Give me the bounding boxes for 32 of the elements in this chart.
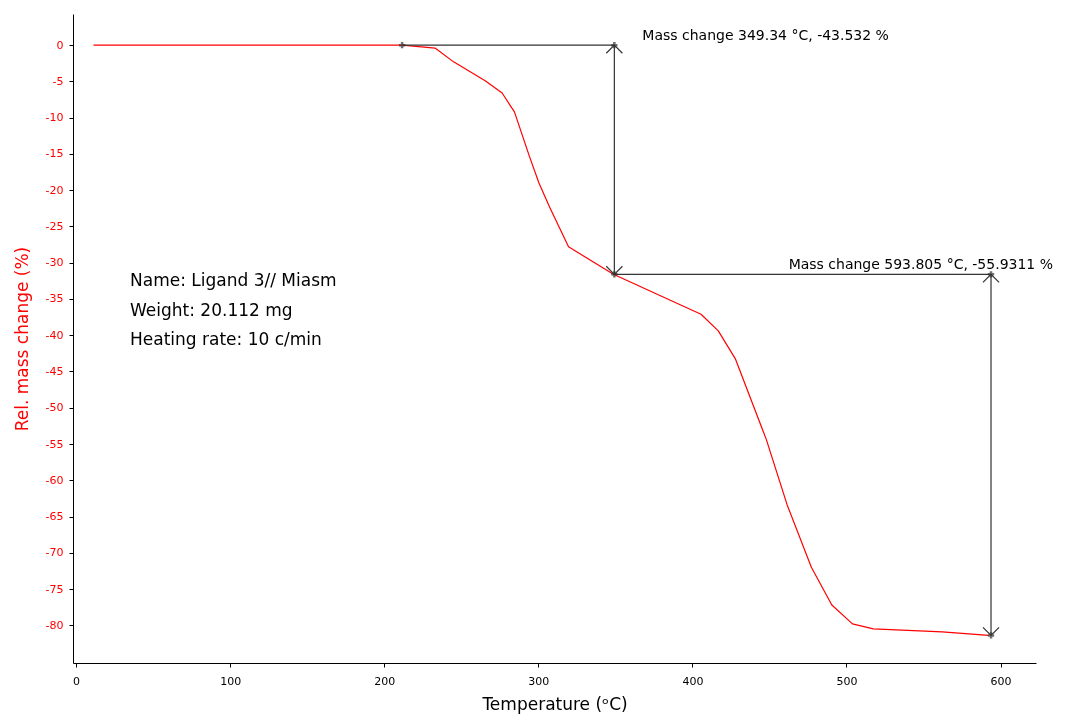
y-tick-label: -65 [45, 510, 64, 524]
y-axis-title: Rel. mass change (%) [11, 246, 32, 432]
y-tick-label: -10 [45, 111, 64, 125]
x-tick-label: 500 [836, 674, 858, 688]
x-axis-title: Temperature (ᵒC) [481, 693, 628, 714]
y-tick-label: -75 [45, 582, 64, 596]
y-tick-label: -55 [45, 437, 64, 451]
x-tick-label: 100 [220, 674, 242, 688]
point [611, 271, 618, 278]
y-tick-label: -5 [52, 74, 64, 88]
y-tick-label: 0 [56, 38, 64, 52]
y-tick-label: -60 [45, 473, 64, 487]
y-tick-label: -30 [45, 256, 64, 270]
y-tick-label: -25 [45, 219, 64, 233]
annotation: Name: Ligand 3// Miasm [130, 270, 337, 290]
y-tick-label: -20 [45, 183, 64, 197]
x-tick-label: 600 [990, 674, 1012, 688]
y-tick-label: -80 [45, 618, 64, 632]
annotation: Mass change 593.805 °C, -55.9311 % [788, 256, 1054, 273]
x-tick-label: 300 [528, 674, 550, 688]
y-tick-label: -70 [45, 546, 64, 560]
annotation: Heating rate: 10 c/min [130, 329, 322, 349]
x-tick-label: 0 [73, 674, 81, 688]
y-tick-label: -40 [45, 328, 64, 342]
x-tick-label: 400 [682, 674, 704, 688]
annotation: Weight: 20.112 mg [130, 299, 293, 320]
y-tick-label: -50 [45, 401, 64, 415]
y-tick-label: -15 [45, 147, 64, 161]
annotation: Mass change 349.34 °C, -43.532 % [642, 27, 889, 44]
y-tick-label: -35 [45, 292, 64, 306]
y-tick-label: -45 [45, 364, 64, 378]
x-tick-label: 200 [374, 674, 396, 688]
